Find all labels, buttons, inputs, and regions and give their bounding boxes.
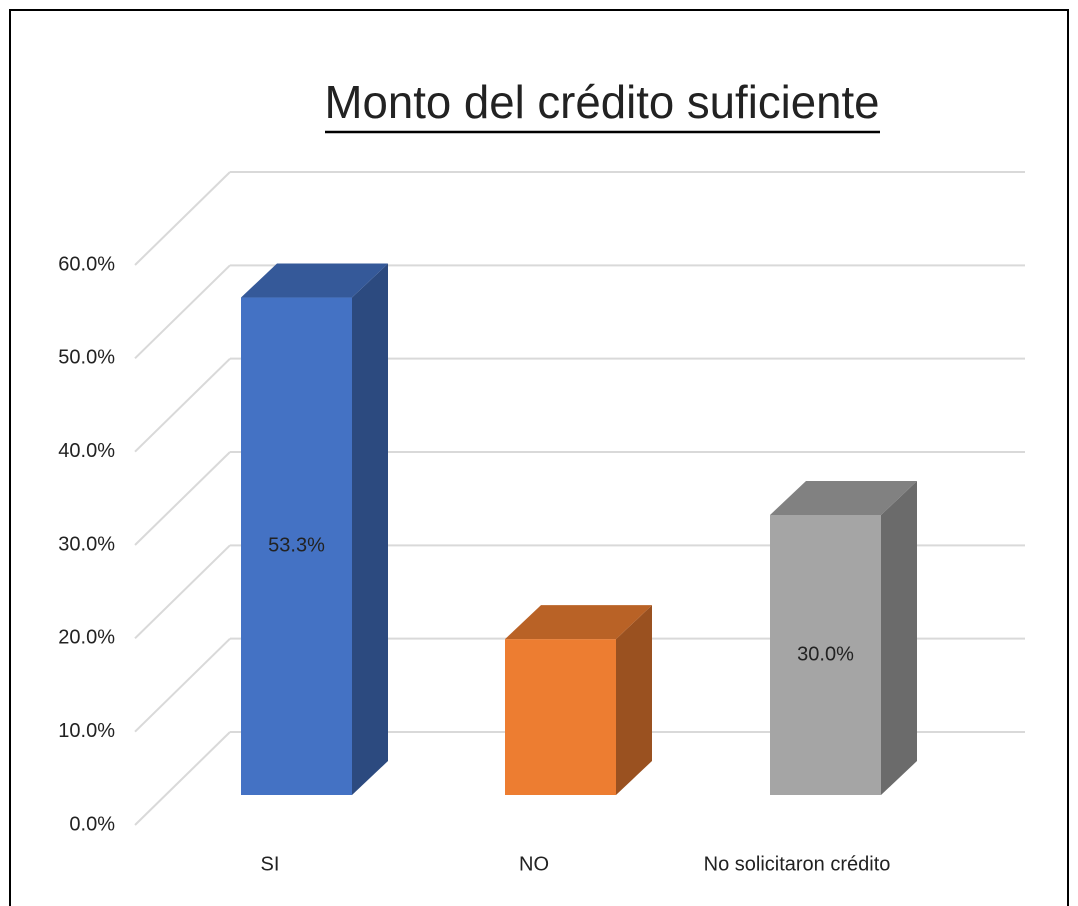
bar-side	[881, 481, 917, 795]
bar-top	[505, 605, 652, 640]
x-tick-label: No solicitaron crédito	[704, 853, 891, 875]
x-tick-label: SI	[261, 853, 280, 875]
data-label: 30.0%	[797, 643, 854, 665]
grid-line	[134, 451, 231, 546]
grid-line	[134, 544, 231, 640]
bar-side	[352, 263, 388, 795]
grid-line	[134, 357, 231, 453]
bar-top	[770, 481, 917, 515]
bar	[770, 515, 881, 795]
y-tick-label: 60.0%	[58, 253, 115, 275]
grid-line	[134, 171, 231, 266]
grid-line	[134, 637, 231, 733]
y-tick-label: 20.0%	[58, 627, 115, 649]
y-tick-label: 10.0%	[58, 720, 115, 742]
grid-line	[134, 264, 231, 360]
data-label: 53.3%	[268, 535, 325, 557]
y-tick-label: 40.0%	[58, 440, 115, 462]
bar-side	[616, 605, 652, 795]
chart-title: Monto del crédito suficiente	[325, 76, 880, 128]
y-tick-label: 0.0%	[69, 813, 115, 835]
bar	[241, 297, 352, 795]
x-tick-label: NO	[519, 853, 549, 875]
bar-top	[241, 263, 388, 298]
y-tick-label: 50.0%	[58, 347, 115, 369]
y-tick-label: 30.0%	[58, 533, 115, 555]
grid-line	[134, 731, 231, 826]
bar	[505, 639, 616, 795]
